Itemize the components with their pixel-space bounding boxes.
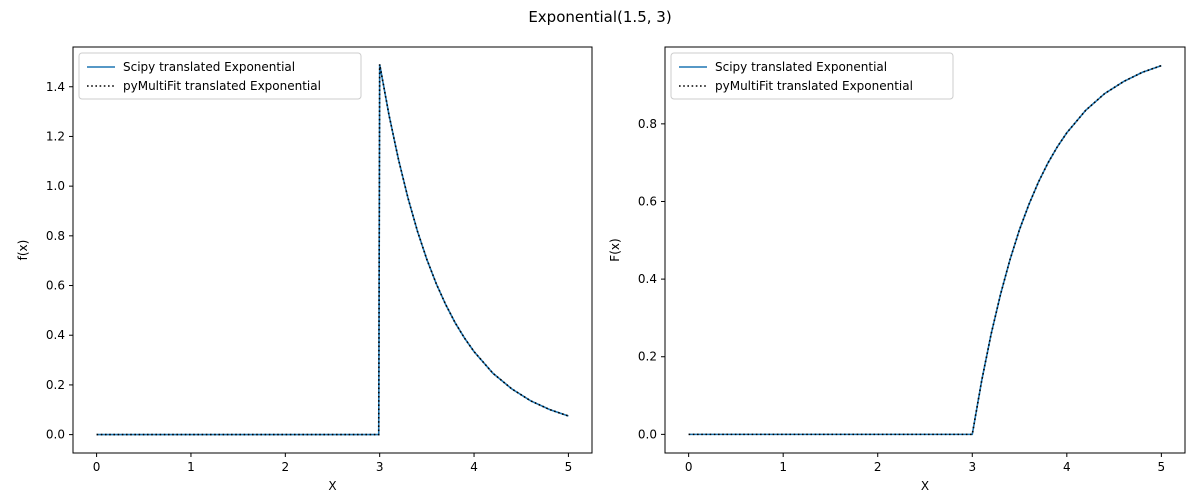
pdf-x-axis-label: X [328,479,336,493]
pdf-y-tick-label: 0.8 [46,229,65,243]
pdf-plot: 0 1 2 3 4 5 0.0 0.2 0.4 0.6 0.8 1.0 1.2 1.4 Xf(x) Scipy… [16,46,593,493]
figure-suptitle: Exponential(1.5, 3) [528,8,671,26]
cdf-legend-label-scipy: Scipy translated Exponential [715,60,887,74]
cdf-y-tick-label: 0.6 [638,194,657,208]
cdf-x-tick-label: 4 [1063,460,1071,474]
cdf-legend-box [670,52,954,100]
pdf-legend-box [78,52,362,100]
cdf-x-axis-label: X [921,479,929,493]
pdf-legend-label-scipy: Scipy translated Exponential [123,60,295,74]
cdf-x-tick-label: 2 [874,460,882,474]
cdf-y-tick-label: 0.4 [638,272,657,286]
cdf-plot: 0 1 2 3 4 5 0.0 0.2 0.4 0.6 0.8 X F(x) Scipy translat… [608,46,1186,493]
pdf-legend-label-pymultifit: pyMultiFit translated Exponential [123,79,321,93]
pdf-x-tick-label: 0 [93,460,101,474]
pdf-y-tick-label: 1.0 [46,179,65,193]
cdf-legend: Scipy translated Exponential pyMultiFit t… [670,52,954,100]
cdf-x-tick-label: 1 [779,460,787,474]
pdf-y-axis-label: f(x) [16,240,30,261]
pdf-legend: Scipy translated Exponential pyMultiFit t… [78,52,362,100]
pdf-x-tick-label: 5 [565,460,573,474]
cdf-axes-frame [664,46,1186,454]
cdf-y-axis-label: F(x) [608,238,622,261]
pdf-y-tick-label: 0.0 [46,428,65,442]
pdf-x-tick-label: 3 [376,460,384,474]
cdf-x-tick-label: 5 [1158,460,1166,474]
pdf-y-tick-label: 0.4 [46,328,65,342]
cdf-y-tick-label: 0.8 [638,117,657,131]
pdf-x-tick-label: 1 [187,460,195,474]
cdf-series-pymultifit-line [688,64,1162,436]
cdf-x-tick-label: 3 [968,460,976,474]
pdf-x-tick-label: 4 [470,460,478,474]
pdf-y-tick-label: 1.2 [46,129,65,143]
cdf-legend-label-pymultifit: pyMultiFit translated Exponential [715,79,913,93]
pdf-y-tick-label: 0.6 [46,279,65,293]
cdf-x-tick-label: 0 [685,460,693,474]
pdf-series-pymultifit-line [96,64,569,436]
pdf-axes-frame [72,46,593,454]
cdf-y-tick-label: 0.2 [638,350,657,364]
pdf-x-tick-label: 2 [281,460,289,474]
pdf-y-tick-label: 1.4 [46,80,65,94]
pdf-y-tick-label: 0.2 [46,378,65,392]
cdf-y-tick-label: 0.0 [638,427,657,441]
